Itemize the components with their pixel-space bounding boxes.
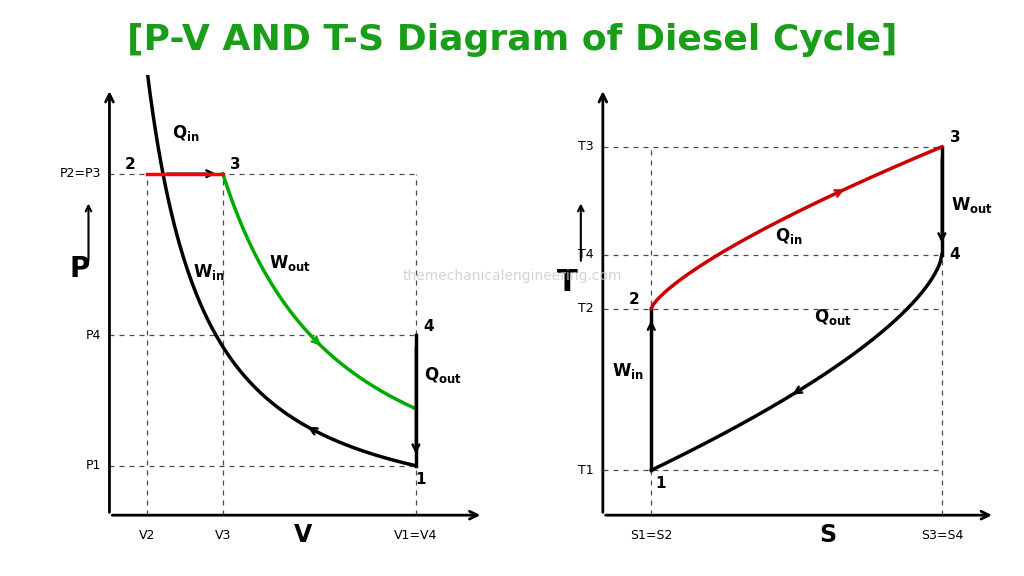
Text: V3: V3 xyxy=(215,529,231,541)
Text: W$_\mathregular{out}$: W$_\mathregular{out}$ xyxy=(950,195,992,215)
Text: 3: 3 xyxy=(230,157,241,172)
Text: T3: T3 xyxy=(579,141,594,153)
Text: Q$_\mathregular{out}$: Q$_\mathregular{out}$ xyxy=(814,307,852,327)
Text: V1=V4: V1=V4 xyxy=(394,529,437,541)
Text: S3=S4: S3=S4 xyxy=(921,529,963,541)
Text: Q$_\mathregular{in}$: Q$_\mathregular{in}$ xyxy=(172,123,200,143)
Text: 4: 4 xyxy=(423,319,434,334)
Text: W$_\mathregular{out}$: W$_\mathregular{out}$ xyxy=(269,253,311,273)
Text: 2: 2 xyxy=(125,157,136,172)
Text: T2: T2 xyxy=(579,302,594,315)
Text: 2: 2 xyxy=(629,292,639,307)
Text: T: T xyxy=(557,267,578,297)
Text: Q$_\mathregular{out}$: Q$_\mathregular{out}$ xyxy=(424,365,462,385)
Text: W$_\mathregular{in}$: W$_\mathregular{in}$ xyxy=(611,361,643,381)
Text: V2: V2 xyxy=(139,529,156,541)
Text: P1: P1 xyxy=(86,459,101,472)
Text: S1=S2: S1=S2 xyxy=(630,529,673,541)
Text: W$_\mathregular{in}$: W$_\mathregular{in}$ xyxy=(194,262,225,282)
Text: 1: 1 xyxy=(654,476,666,491)
Text: 1: 1 xyxy=(415,472,425,487)
Text: themechanicalengineering.com: themechanicalengineering.com xyxy=(402,270,622,283)
Text: T4: T4 xyxy=(579,248,594,261)
Text: [P-V AND T-S Diagram of Diesel Cycle]: [P-V AND T-S Diagram of Diesel Cycle] xyxy=(127,23,897,57)
Text: P4: P4 xyxy=(86,329,101,342)
Text: 3: 3 xyxy=(950,130,961,145)
Text: S: S xyxy=(819,523,836,547)
Text: T1: T1 xyxy=(579,464,594,477)
Text: 4: 4 xyxy=(950,247,961,262)
Text: P: P xyxy=(70,255,90,283)
Text: P2=P3: P2=P3 xyxy=(59,167,101,180)
Text: Q$_\mathregular{in}$: Q$_\mathregular{in}$ xyxy=(774,226,802,246)
Text: V: V xyxy=(294,523,311,547)
